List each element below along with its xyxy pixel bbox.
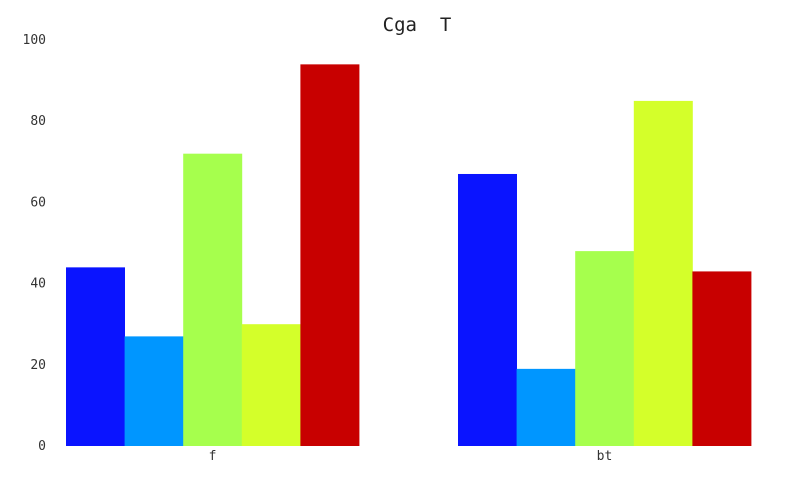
y-tick-label: 0 [38, 439, 46, 454]
bar-bt-1 [458, 173, 517, 447]
bar-f-4 [241, 324, 301, 446]
bar-bt-4 [633, 100, 693, 447]
y-tick-label: 20 [30, 358, 46, 373]
y-axis: 0 20 40 60 80 100 [23, 33, 46, 454]
bar-bt-3 [575, 251, 635, 446]
x-category-label: bt [597, 449, 613, 464]
bar-bt-2 [516, 368, 576, 446]
chart-title: Cga T [383, 14, 452, 36]
y-tick-label: 40 [30, 277, 46, 292]
bar-f-5 [300, 64, 360, 447]
bar-f-3 [183, 153, 243, 446]
x-axis: f bt [209, 449, 613, 464]
x-category-label: f [209, 449, 217, 464]
y-tick-label: 80 [30, 114, 46, 129]
bar-bt-5 [692, 271, 752, 446]
y-tick-label: 60 [30, 195, 46, 210]
bars [66, 64, 752, 447]
bar-f-1 [66, 267, 125, 446]
bar-f-2 [124, 336, 184, 446]
y-tick-label: 100 [23, 33, 46, 48]
